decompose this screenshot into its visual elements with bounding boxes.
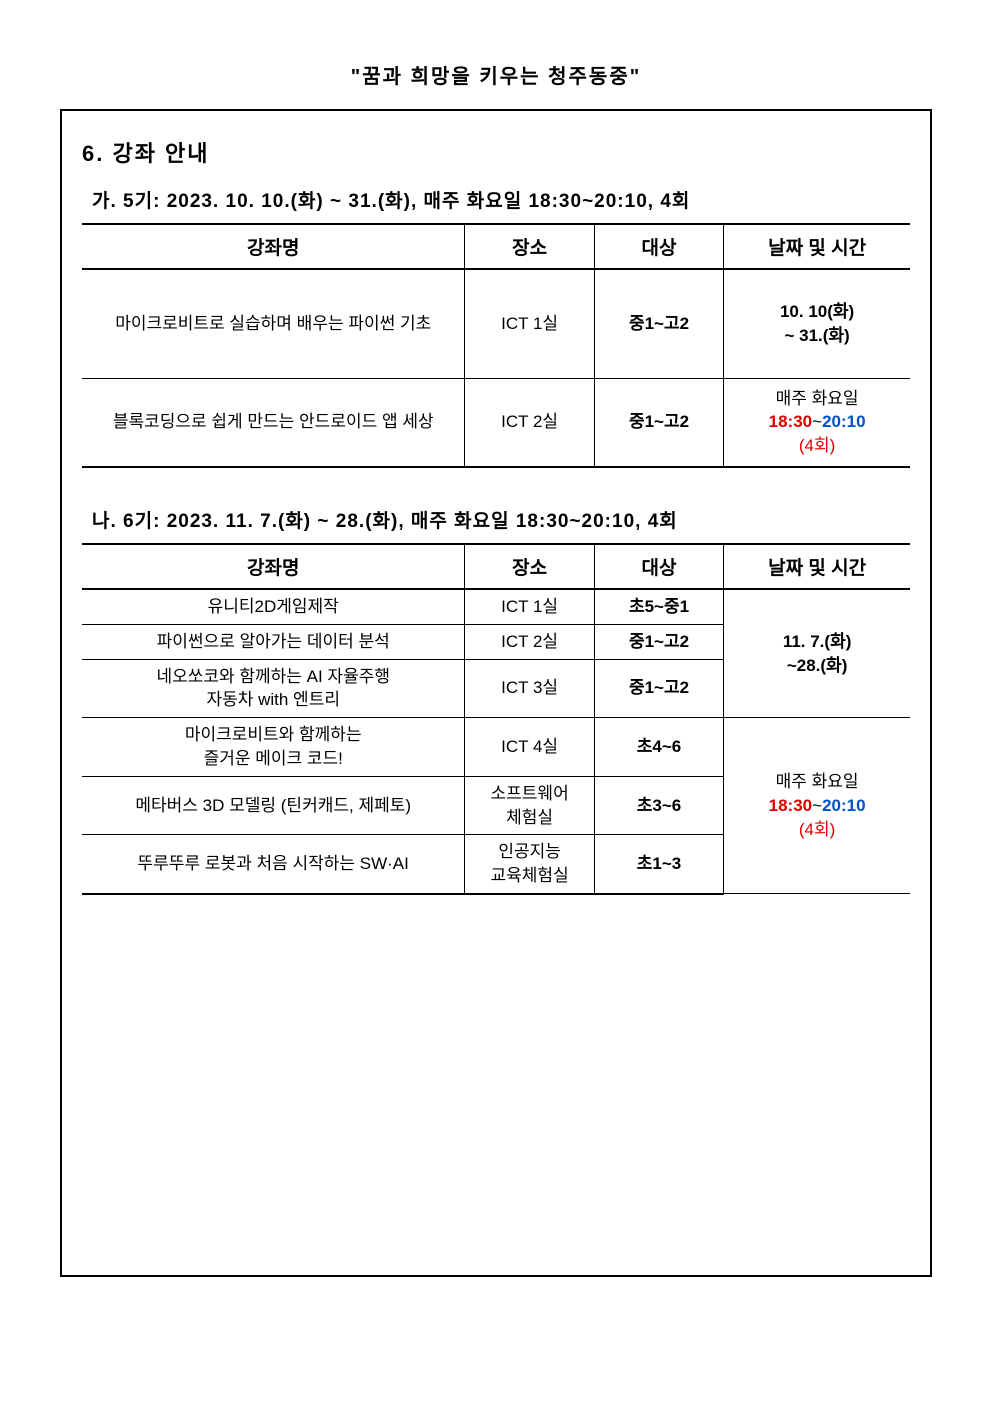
course-location: ICT 4실 [465, 718, 594, 777]
time-end: 20:10 [822, 412, 865, 431]
course-target: 중1~고2 [594, 624, 723, 659]
course-location: ICT 2실 [465, 624, 594, 659]
time-count: (4회) [799, 436, 835, 455]
course-target: 초5~중1 [594, 589, 723, 624]
course-name-line1: 네오쏘코와 함께하는 AI 자율주행 [156, 667, 390, 686]
session1-subtitle-text: 가. 5기: 2023. 10. 10.(화) ~ 31.(화), 매주 화요일… [92, 191, 690, 212]
loc-line2: 체험실 [506, 808, 553, 827]
course-target: 중1~고2 [594, 659, 723, 718]
day-line: 매주 화요일 [776, 772, 859, 791]
loc-line2: 교육체험실 [491, 866, 569, 885]
date-line2: ~ 31.(화) [784, 326, 849, 345]
table-row: 마이크로비트와 함께하는 즐거운 메이크 코드! ICT 4실 초4~6 매주 … [82, 718, 910, 777]
time-start: 18:30 [769, 796, 812, 815]
col-target: 대상 [594, 544, 723, 589]
course-location: ICT 1실 [465, 589, 594, 624]
time-end: 20:10 [822, 796, 865, 815]
course-location: ICT 2실 [465, 378, 594, 467]
course-target: 중1~고2 [594, 378, 723, 467]
date-line1: 11. 7.(화) [783, 632, 852, 651]
course-name: 메타버스 3D 모델링 (틴커캐드, 제페토) [82, 776, 465, 835]
main-content-box: 6. 강좌 안내 가. 5기: 2023. 10. 10.(화) ~ 31.(화… [60, 109, 932, 1277]
table-row: 유니티2D게임제작 ICT 1실 초5~중1 11. 7.(화) ~28.(화) [82, 589, 910, 624]
course-name: 블록코딩으로 쉽게 만드는 안드로이드 앱 세상 [82, 378, 465, 467]
course-name: 마이크로비트와 함께하는 즐거운 메이크 코드! [82, 718, 465, 777]
course-name: 유니티2D게임제작 [82, 589, 465, 624]
col-name: 강좌명 [82, 544, 465, 589]
session1-subtitle: 가. 5기: 2023. 10. 10.(화) ~ 31.(화), 매주 화요일… [62, 178, 930, 223]
course-name: 파이썬으로 알아가는 데이터 분석 [82, 624, 465, 659]
col-location: 장소 [465, 544, 594, 589]
course-location: ICT 3실 [465, 659, 594, 718]
course-date: 10. 10(화) ~ 31.(화) [724, 269, 910, 378]
slogan-text: "꿈과 희망을 키우는 청주동중" [351, 66, 641, 88]
table-header-row: 강좌명 장소 대상 날짜 및 시간 [82, 224, 910, 269]
page-header: "꿈과 희망을 키우는 청주동중" [0, 0, 992, 109]
date-line1: 10. 10(화) [780, 302, 854, 321]
course-target: 중1~고2 [594, 269, 723, 378]
course-name: 마이크로비트로 실습하며 배우는 파이썬 기초 [82, 269, 465, 378]
course-schedule: 매주 화요일 18:30~20:10 (4회) [724, 718, 910, 894]
course-location: 인공지능 교육체험실 [465, 835, 594, 894]
section-title: 6. 강좌 안내 [62, 136, 930, 178]
col-location: 장소 [465, 224, 594, 269]
col-datetime: 날짜 및 시간 [724, 544, 910, 589]
course-target: 초4~6 [594, 718, 723, 777]
course-name-line1: 마이크로비트와 함께하는 [185, 725, 362, 744]
col-datetime: 날짜 및 시간 [724, 224, 910, 269]
section-title-text: 6. 강좌 안내 [82, 141, 210, 166]
table-row: 마이크로비트로 실습하며 배우는 파이썬 기초 ICT 1실 중1~고2 10.… [82, 269, 910, 378]
course-target: 초3~6 [594, 776, 723, 835]
course-name-line2: 자동차 with 엔트리 [206, 690, 340, 709]
session1-table: 강좌명 장소 대상 날짜 및 시간 마이크로비트로 실습하며 배우는 파이썬 기… [82, 223, 910, 468]
loc-line1: 인공지능 [498, 842, 561, 861]
time-count: (4회) [799, 820, 835, 839]
date-line2: ~28.(화) [787, 656, 848, 675]
col-target: 대상 [594, 224, 723, 269]
time-sep: ~ [812, 796, 822, 815]
course-schedule: 매주 화요일 18:30~20:10 (4회) [724, 378, 910, 467]
course-date: 11. 7.(화) ~28.(화) [724, 589, 910, 718]
session2-subtitle-text: 나. 6기: 2023. 11. 7.(화) ~ 28.(화), 매주 화요일 … [92, 511, 678, 532]
session2-subtitle: 나. 6기: 2023. 11. 7.(화) ~ 28.(화), 매주 화요일 … [62, 498, 930, 543]
course-name: 뚜루뚜루 로봇과 처음 시작하는 SW·AI [82, 835, 465, 894]
course-target: 초1~3 [594, 835, 723, 894]
day-line: 매주 화요일 [776, 389, 859, 408]
course-name: 네오쏘코와 함께하는 AI 자율주행 자동차 with 엔트리 [82, 659, 465, 718]
table-header-row: 강좌명 장소 대상 날짜 및 시간 [82, 544, 910, 589]
table-row: 블록코딩으로 쉽게 만드는 안드로이드 앱 세상 ICT 2실 중1~고2 매주… [82, 378, 910, 467]
course-location: 소프트웨어 체험실 [465, 776, 594, 835]
course-name-line2: 즐거운 메이크 코드! [204, 749, 343, 768]
time-sep: ~ [812, 412, 822, 431]
course-location: ICT 1실 [465, 269, 594, 378]
session2-table: 강좌명 장소 대상 날짜 및 시간 유니티2D게임제작 ICT 1실 초5~중1… [82, 543, 910, 895]
col-name: 강좌명 [82, 224, 465, 269]
loc-line1: 소프트웨어 [491, 784, 569, 803]
time-start: 18:30 [769, 412, 812, 431]
